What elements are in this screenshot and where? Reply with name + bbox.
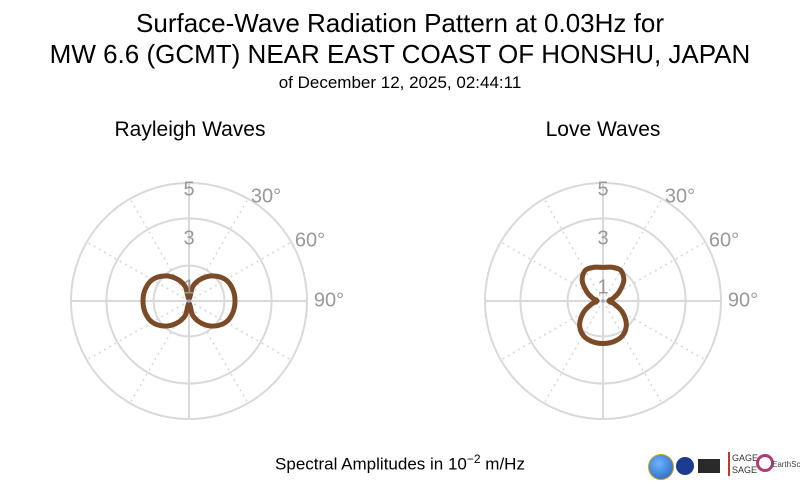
title-block: Surface-Wave Radiation Pattern at 0.03Hz… — [0, 8, 800, 94]
earthscope-logo-icon — [756, 454, 774, 472]
love-panel-title: Love Waves — [545, 118, 661, 141]
rayleigh-spoke-240 — [86, 300, 190, 361]
chart-title-line2: MW 6.6 (GCMT) NEAR EAST COAST OF HONSHU,… — [49, 39, 751, 69]
earthscope-logo-text: EarthScope — [772, 460, 800, 469]
usgs-logo-icon — [698, 459, 720, 473]
nsf-logo-icon — [648, 454, 674, 480]
love-radial-tick-1: 1 — [597, 276, 608, 298]
rayleigh-spoke-300 — [86, 241, 190, 302]
rayleigh-radiation-pattern — [140, 273, 238, 329]
rayleigh-polar-chart: 1 3 5 30° 60° 90° — [70, 178, 344, 420]
rayleigh-panel-title: Rayleigh Waves — [114, 118, 266, 141]
rayleigh-spoke-330 — [129, 198, 190, 302]
love-spoke-30 — [602, 198, 663, 302]
rayleigh-angle-label-60: 60° — [295, 229, 325, 251]
love-angle-label-90: 90° — [728, 289, 758, 311]
x-axis-label: Spectral Amplitudes in 10−2 m/Hz — [0, 452, 800, 475]
x-axis-label-exponent: −2 — [466, 452, 481, 466]
rayleigh-spoke-30 — [188, 198, 249, 302]
rayleigh-angle-label-90: 90° — [314, 289, 344, 311]
rayleigh-spoke-210 — [129, 300, 190, 404]
love-radial-tick-3: 3 — [597, 227, 608, 249]
gage-sage-logo: GAGE SAGE — [728, 452, 759, 476]
love-radial-tick-5: 5 — [597, 178, 608, 200]
rayleigh-spoke-150 — [188, 300, 249, 404]
love-radiation-pattern — [577, 264, 629, 346]
love-polar-chart: 1 3 5 30° 60° 90° — [484, 178, 758, 420]
nasa-logo-icon — [676, 457, 694, 475]
sage-text: SAGE — [732, 465, 758, 475]
chart-title-line1: Surface-Wave Radiation Pattern at 0.03Hz… — [136, 8, 664, 38]
love-angle-label-60: 60° — [709, 229, 739, 251]
rayleigh-spoke-120 — [188, 300, 292, 361]
love-spoke-210 — [543, 300, 604, 404]
x-axis-label-unit: m/Hz — [480, 454, 525, 474]
x-axis-label-base: 10 — [447, 454, 467, 474]
love-angle-label-30: 30° — [665, 185, 695, 207]
rayleigh-radial-tick-1: 1 — [183, 276, 194, 298]
rayleigh-radial-tick-3: 3 — [183, 227, 194, 249]
rayleigh-angle-label-30: 30° — [251, 185, 281, 207]
x-axis-label-prefix: Spectral Amplitudes in — [275, 454, 448, 474]
rayleigh-center-dot — [187, 299, 191, 303]
chart-subtitle: of December 12, 2025, 02:44:11 — [278, 73, 522, 92]
love-spoke-150 — [602, 300, 663, 404]
love-spoke-330 — [543, 198, 604, 302]
rayleigh-radial-tick-5: 5 — [183, 178, 194, 200]
gage-text: GAGE — [732, 453, 759, 463]
rayleigh-spoke-60 — [188, 241, 292, 302]
love-center-dot — [601, 299, 605, 303]
sponsor-logos: GAGE SAGE EarthScope — [648, 452, 800, 482]
